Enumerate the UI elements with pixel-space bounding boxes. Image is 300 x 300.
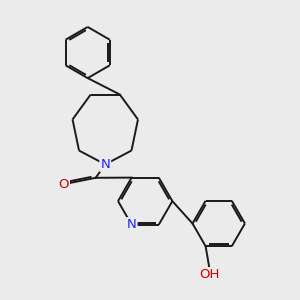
Text: N: N xyxy=(100,158,110,171)
Text: OH: OH xyxy=(199,268,219,281)
Text: O: O xyxy=(58,178,69,191)
Text: N: N xyxy=(127,218,136,231)
